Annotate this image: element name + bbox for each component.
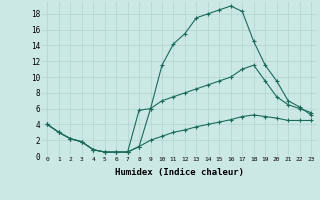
X-axis label: Humidex (Indice chaleur): Humidex (Indice chaleur)	[115, 168, 244, 177]
